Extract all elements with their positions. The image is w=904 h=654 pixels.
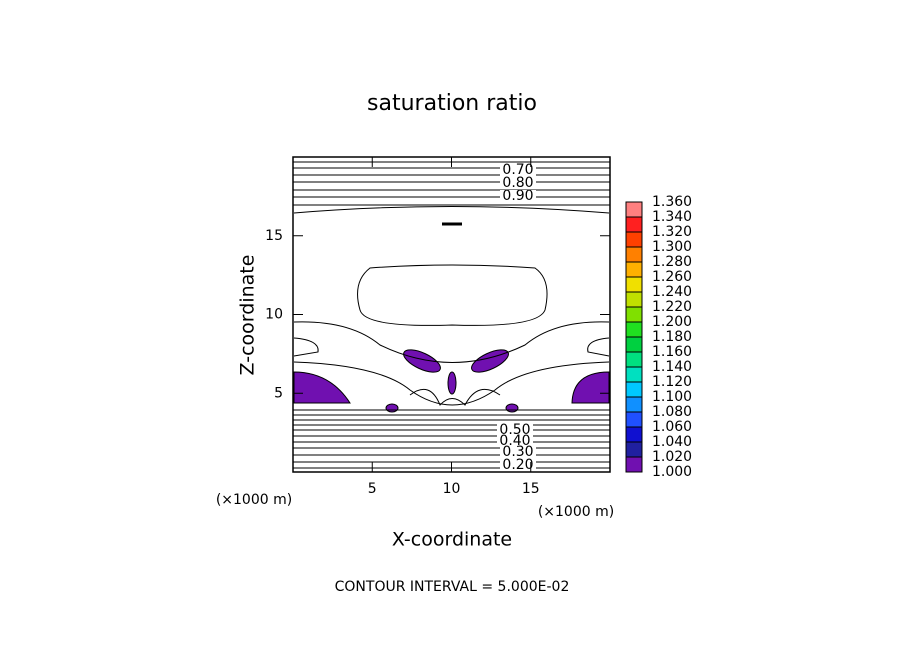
colorbar-bin [626, 307, 642, 322]
contour-label: 0.70 [502, 162, 533, 178]
colorbar-tick-label: 1.260 [652, 269, 692, 285]
colorbar-bin [626, 262, 642, 277]
region [447, 371, 457, 395]
contour-label: 0.80 [502, 175, 533, 191]
colorbar-tick-label: 1.140 [652, 359, 692, 375]
colorbar-bin [626, 382, 642, 397]
contour-label: 0.50 [499, 422, 530, 438]
contour-line [293, 321, 610, 363]
colorbar-bin [626, 352, 642, 367]
colorbar-bin [626, 337, 642, 352]
contour-line [357, 264, 548, 326]
colorbar-tick-label: 1.040 [652, 434, 692, 450]
y-axis-label: Z-coordinate [237, 255, 259, 376]
contour-label-bg [500, 446, 536, 458]
contour-line [409, 388, 501, 406]
colorbar-tick-label: 1.160 [652, 344, 692, 360]
colorbar-bin [626, 427, 642, 442]
y-tick-label: 5 [274, 385, 283, 401]
colorbar-bin [626, 232, 642, 247]
contour-label-bg [497, 424, 533, 436]
colorbar-tick-label: 1.060 [652, 419, 692, 435]
colorbar-tick-label: 1.220 [652, 299, 692, 315]
region [385, 403, 399, 413]
x-tick-label: 10 [443, 481, 461, 497]
region [571, 371, 610, 404]
contour-label-bg [497, 435, 533, 447]
colorbar-tick-label: 1.300 [652, 239, 692, 255]
colorbar-bin [626, 202, 642, 217]
colorbar-bin [626, 397, 642, 412]
colorbar-bin [626, 247, 642, 262]
contour-label-bg [500, 459, 536, 471]
contour-label: 0.20 [502, 457, 533, 473]
x-axis-label: X-coordinate [392, 529, 512, 551]
contour-line [587, 337, 610, 357]
contour-label-bg [500, 177, 536, 189]
region [293, 371, 351, 404]
y-tick-label: 10 [265, 307, 283, 323]
colorbar-bin [626, 367, 642, 382]
colorbar-tick-label: 1.180 [652, 329, 692, 345]
contour-label-bg [500, 190, 536, 202]
colorbar-tick-label: 1.000 [652, 464, 692, 480]
contour-line [293, 337, 319, 357]
supersaturated-regions [293, 349, 610, 413]
chart-title: saturation ratio [367, 91, 537, 116]
contour-label: 0.90 [502, 188, 533, 204]
colorbar-tick-label: 1.120 [652, 374, 692, 390]
colorbar-tick-label: 1.280 [652, 254, 692, 270]
x-unit: (×1000 m) [538, 504, 614, 520]
colorbar-bin [626, 457, 642, 472]
region [403, 349, 441, 373]
y-unit: (×1000 m) [216, 492, 292, 508]
contour-label: 0.40 [499, 433, 530, 449]
contour-label-bg [500, 164, 536, 176]
contour-line [293, 206, 610, 214]
colorbar-tick-label: 1.340 [652, 209, 692, 225]
colorbar-bin [626, 292, 642, 307]
colorbar-tick-label: 1.100 [652, 389, 692, 405]
contour-line [293, 361, 610, 406]
colorbar-bin [626, 217, 642, 232]
colorbar-tick-label: 1.360 [652, 194, 692, 210]
colorbar-tick-label: 1.200 [652, 314, 692, 330]
contour-label: 0.30 [502, 444, 533, 460]
colorbar-tick-label: 1.020 [652, 449, 692, 465]
colorbar-bin [626, 412, 642, 427]
x-tick-label: 15 [522, 481, 540, 497]
colorbar-bin [626, 322, 642, 337]
footer: CONTOUR INTERVAL = 5.000E-02 [335, 579, 570, 595]
x-tick-label: 5 [368, 481, 377, 497]
colorbar-tick-label: 1.080 [652, 404, 692, 420]
colorbar-bin [626, 442, 642, 457]
contour-lines [293, 206, 610, 406]
region [505, 403, 519, 413]
colorbar-tick-label: 1.240 [652, 284, 692, 300]
colorbar-bin [626, 277, 642, 292]
y-tick-label: 15 [265, 228, 283, 244]
colorbar-tick-label: 1.320 [652, 224, 692, 240]
